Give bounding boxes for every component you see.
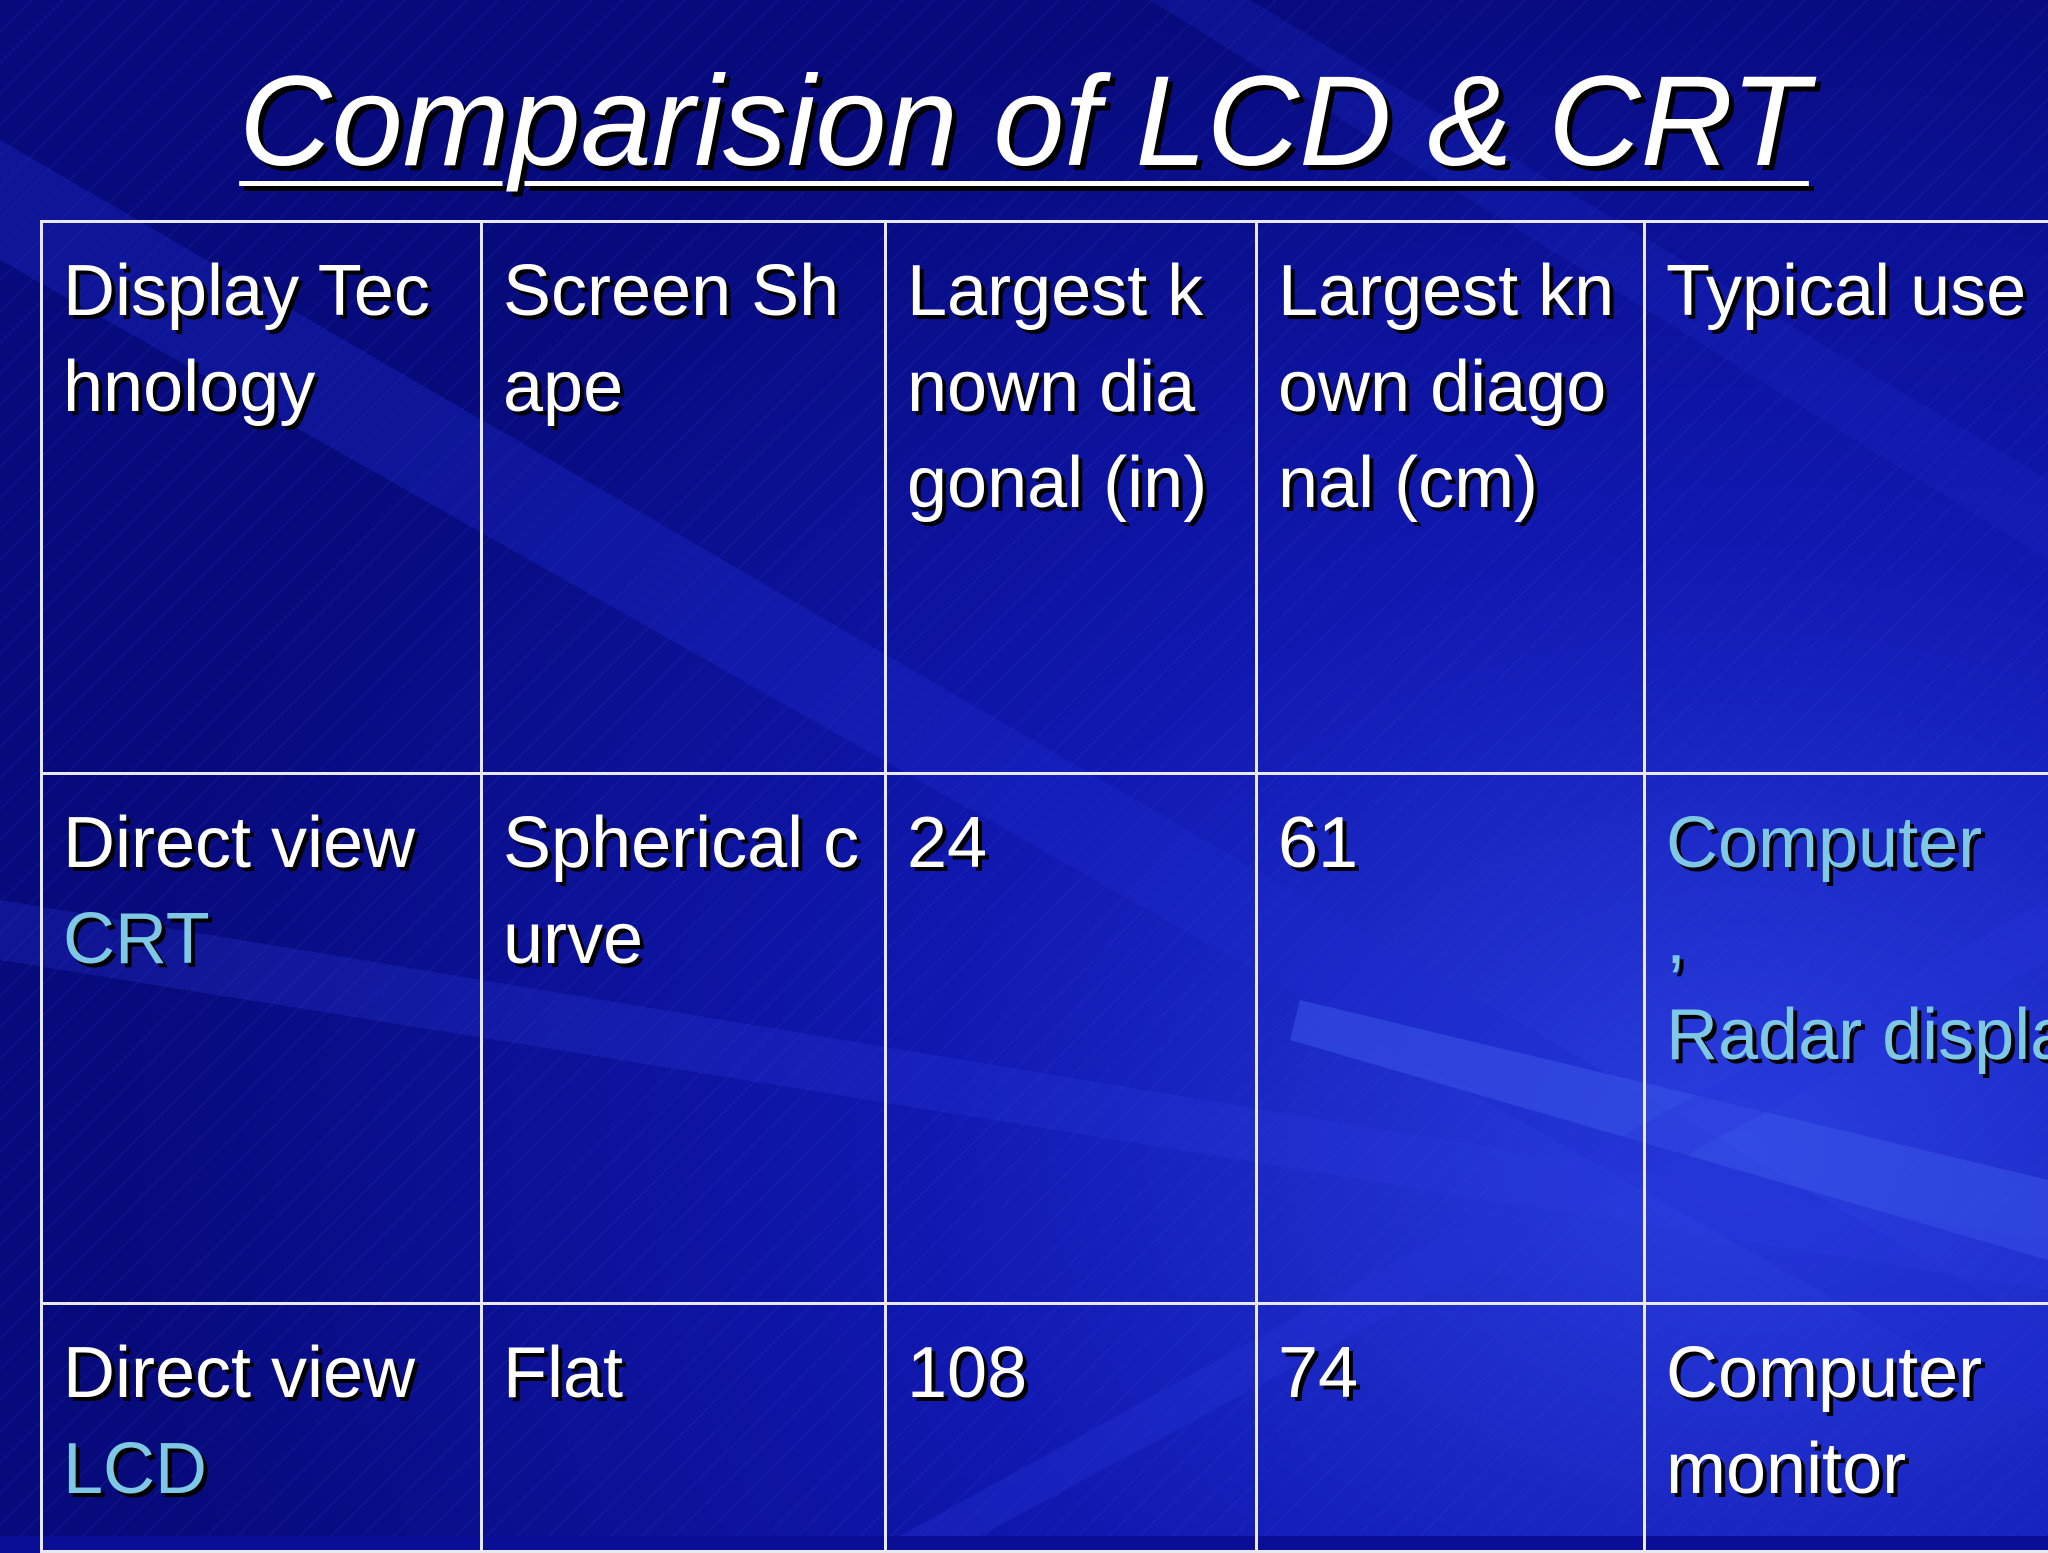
header-typical-use: Typical use xyxy=(1645,222,2048,774)
header-display-technology: Display Technology xyxy=(42,222,482,774)
cell-screen-shape: Flat xyxy=(482,1304,886,1552)
technology-prefix: Direct view xyxy=(63,1325,460,1421)
table-row: Direct view CRT Spherical curve 24 61 Co… xyxy=(42,774,2048,1304)
technology-prefix: Direct view xyxy=(63,795,460,891)
technology-name: CRT xyxy=(63,891,460,987)
typical-use-line: Computer xyxy=(1666,795,2040,891)
cell-diagonal-cm: 61 xyxy=(1257,774,1645,1304)
slide-title: Comparision of LCD & CRT xyxy=(0,55,2048,189)
technology-name: LCD xyxy=(63,1421,460,1517)
table-header-row: Display Technology Screen Shape Largest … xyxy=(42,222,2048,774)
typical-use-line: , xyxy=(1666,891,2040,987)
cell-diagonal-cm: 74 xyxy=(1257,1304,1645,1552)
cell-technology: Direct view CRT xyxy=(42,774,482,1304)
cell-screen-shape: Spherical curve xyxy=(482,774,886,1304)
table-row: Direct view LCD Flat 108 74 Computer mon… xyxy=(42,1304,2048,1552)
cell-technology: Direct view LCD xyxy=(42,1304,482,1552)
cell-diagonal-in: 24 xyxy=(886,774,1257,1304)
typical-use-line: Computer xyxy=(1666,1325,2040,1421)
cell-typical-use: Computer , Radar displays xyxy=(1645,774,2048,1304)
comparison-table: Display Technology Screen Shape Largest … xyxy=(40,220,2048,1553)
header-diagonal-in: Largest known diagonal (in) xyxy=(886,222,1257,774)
header-screen-shape: Screen Shape xyxy=(482,222,886,774)
header-diagonal-cm: Largest known diagonal (cm) xyxy=(1257,222,1645,774)
cell-typical-use: Computer monitor xyxy=(1645,1304,2048,1552)
typical-use-line: monitor xyxy=(1666,1421,2040,1517)
cell-diagonal-in: 108 xyxy=(886,1304,1257,1552)
typical-use-line: Radar displays xyxy=(1666,987,2040,1083)
